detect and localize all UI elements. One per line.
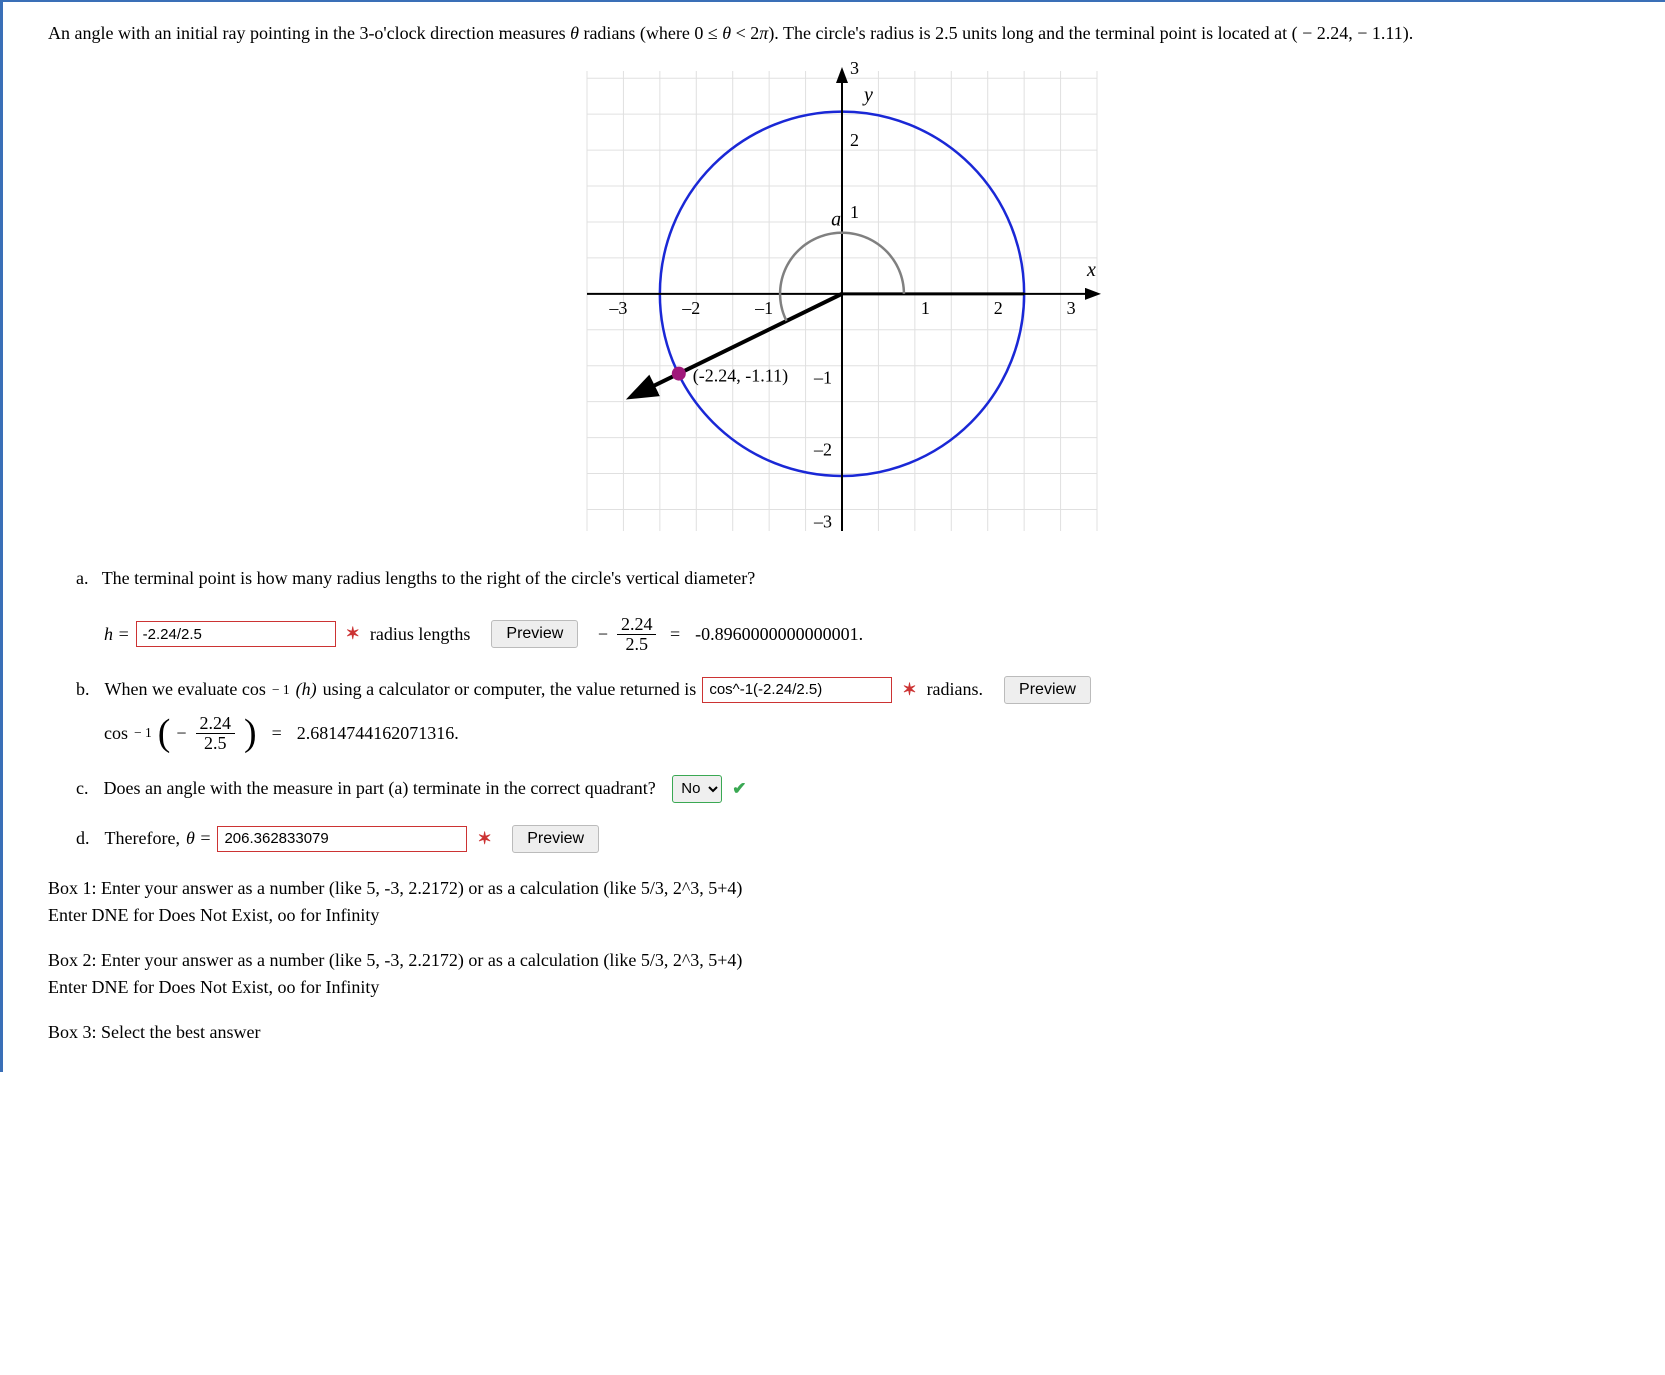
svg-text:–3: –3 — [813, 511, 832, 531]
part-d-label: d. — [76, 828, 99, 849]
part-b-fraction: 2.24 2.5 — [196, 714, 236, 753]
box1-help-l2: Enter DNE for Does Not Exist, oo for Inf… — [48, 905, 379, 925]
svg-text:x: x — [1086, 259, 1096, 281]
svg-text:1: 1 — [850, 202, 859, 222]
x-icon: ✶ — [902, 680, 916, 700]
svg-text:3: 3 — [1066, 298, 1075, 318]
frac-num: 2.24 — [196, 714, 236, 734]
x-icon: ✶ — [477, 829, 491, 849]
box3-help-text: Box 3: Select the best answer — [48, 1022, 260, 1042]
box2-help: Box 2: Enter your answer as a number (li… — [48, 947, 1635, 1001]
cos-text: cos — [104, 723, 128, 744]
preview-button[interactable]: Preview — [1004, 676, 1091, 704]
problem-prompt: An angle with an initial ray pointing in… — [48, 20, 1635, 47]
frac-num: 2.24 — [617, 615, 657, 635]
part-a-input[interactable] — [136, 621, 336, 647]
pi-symbol: π — [759, 23, 768, 43]
part-b: b. When we evaluate cos − 1 (h) using a c… — [76, 676, 1635, 753]
part-b-q-before: When we evaluate cos — [105, 679, 266, 700]
svg-text:2: 2 — [850, 130, 859, 150]
preview-button[interactable]: Preview — [491, 620, 578, 648]
unit-circle-graph: –3–2–1123–3–2–1123yxa(-2.24, -1.11) — [577, 61, 1107, 541]
theta-eq: θ = — [186, 828, 212, 849]
svg-text:a: a — [831, 209, 841, 231]
prompt-text-b: radians (where 0 ≤ — [579, 23, 722, 43]
box2-help-l2: Enter DNE for Does Not Exist, oo for Inf… — [48, 977, 379, 997]
frac-den: 2.5 — [196, 734, 236, 753]
box3-help: Box 3: Select the best answer — [48, 1019, 1635, 1046]
svg-text:2: 2 — [993, 298, 1002, 318]
part-b-units: radians. — [927, 679, 983, 700]
part-a-result: -0.8960000000000001. — [695, 624, 863, 645]
theta-symbol: θ — [570, 23, 579, 43]
cos-exp: − 1 — [134, 725, 152, 741]
h-equals: h = — [104, 624, 130, 645]
part-c: c. Does an angle with the measure in par… — [76, 775, 1635, 803]
part-a: a. The terminal point is how many radius… — [76, 568, 1635, 654]
svg-text:y: y — [862, 84, 873, 106]
part-b-exp: − 1 — [272, 682, 290, 698]
svg-text:3: 3 — [850, 61, 859, 78]
part-a-label: a. — [76, 568, 98, 588]
part-b-q-mid: using a calculator or computer, the valu… — [323, 679, 697, 700]
svg-text:–1: –1 — [754, 298, 773, 318]
part-d: d. Therefore, θ = ✶ Preview — [76, 825, 1635, 853]
problem-container: An angle with an initial ray pointing in… — [0, 0, 1665, 1072]
part-a-fraction: 2.24 2.5 — [617, 615, 657, 654]
part-a-question: The terminal point is how many radius le… — [102, 568, 756, 588]
box1-help-l1: Box 1: Enter your answer as a number (li… — [48, 878, 742, 898]
graph-container: –3–2–1123–3–2–1123yxa(-2.24, -1.11) — [48, 61, 1635, 546]
box1-help: Box 1: Enter your answer as a number (li… — [48, 875, 1635, 929]
preview-button[interactable]: Preview — [512, 825, 599, 853]
part-d-text: Therefore, — [105, 828, 180, 849]
prompt-text-a: An angle with an initial ray pointing in… — [48, 23, 570, 43]
svg-text:–1: –1 — [813, 368, 832, 388]
neg-sign: − — [176, 723, 186, 744]
part-b-result: 2.6814744162071316. — [297, 723, 459, 744]
part-c-label: c. — [76, 778, 98, 799]
svg-text:–2: –2 — [813, 440, 832, 460]
svg-text:–3: –3 — [608, 298, 627, 318]
svg-text:1: 1 — [920, 298, 929, 318]
part-c-question: Does an angle with the measure in part (… — [104, 778, 656, 799]
theta-symbol-2: θ — [722, 23, 731, 43]
part-d-input[interactable] — [217, 826, 467, 852]
prompt-text-c: < 2 — [731, 23, 759, 43]
x-icon: ✶ — [346, 624, 360, 644]
part-b-label: b. — [76, 679, 99, 700]
frac-den: 2.5 — [617, 635, 657, 654]
svg-text:(-2.24, -1.11): (-2.24, -1.11) — [692, 366, 787, 387]
check-icon: ✔ — [732, 779, 746, 799]
prompt-text-d: ). The circle's radius is 2.5 units long… — [768, 23, 1413, 43]
part-a-units: radius lengths — [370, 624, 471, 645]
box2-help-l1: Box 2: Enter your answer as a number (li… — [48, 950, 742, 970]
part-c-select[interactable]: No — [672, 775, 722, 803]
part-b-input[interactable] — [702, 677, 892, 703]
part-b-arg: (h) — [296, 679, 317, 700]
svg-text:–2: –2 — [681, 298, 700, 318]
